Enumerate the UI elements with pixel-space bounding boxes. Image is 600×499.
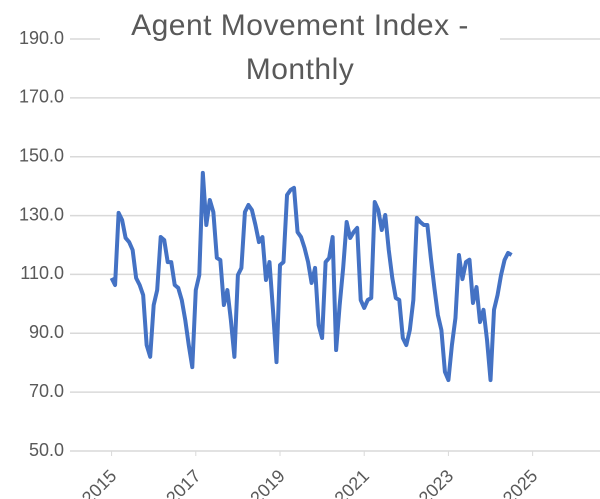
x-tick-label: 2015 bbox=[78, 466, 120, 499]
y-tick-label: 90.0 bbox=[29, 322, 64, 342]
y-tick-label: 150.0 bbox=[19, 145, 64, 165]
y-tick-label: 170.0 bbox=[19, 87, 64, 107]
y-tick-label: 110.0 bbox=[20, 263, 64, 283]
x-tick-label: 2021 bbox=[331, 466, 373, 499]
y-tick-label: 50.0 bbox=[29, 440, 64, 460]
x-tick-label: 2017 bbox=[162, 466, 204, 499]
chart-title: Agent Movement Index - Monthly bbox=[100, 4, 500, 92]
x-tick-label: 2019 bbox=[246, 466, 288, 499]
y-tick-label: 70.0 bbox=[29, 381, 64, 401]
y-tick-label: 130.0 bbox=[19, 204, 64, 224]
y-tick-label: 190.0 bbox=[19, 28, 64, 48]
x-tick-label: 2023 bbox=[415, 466, 457, 499]
x-tick-label: 2025 bbox=[499, 466, 541, 499]
data-line bbox=[109, 170, 513, 383]
